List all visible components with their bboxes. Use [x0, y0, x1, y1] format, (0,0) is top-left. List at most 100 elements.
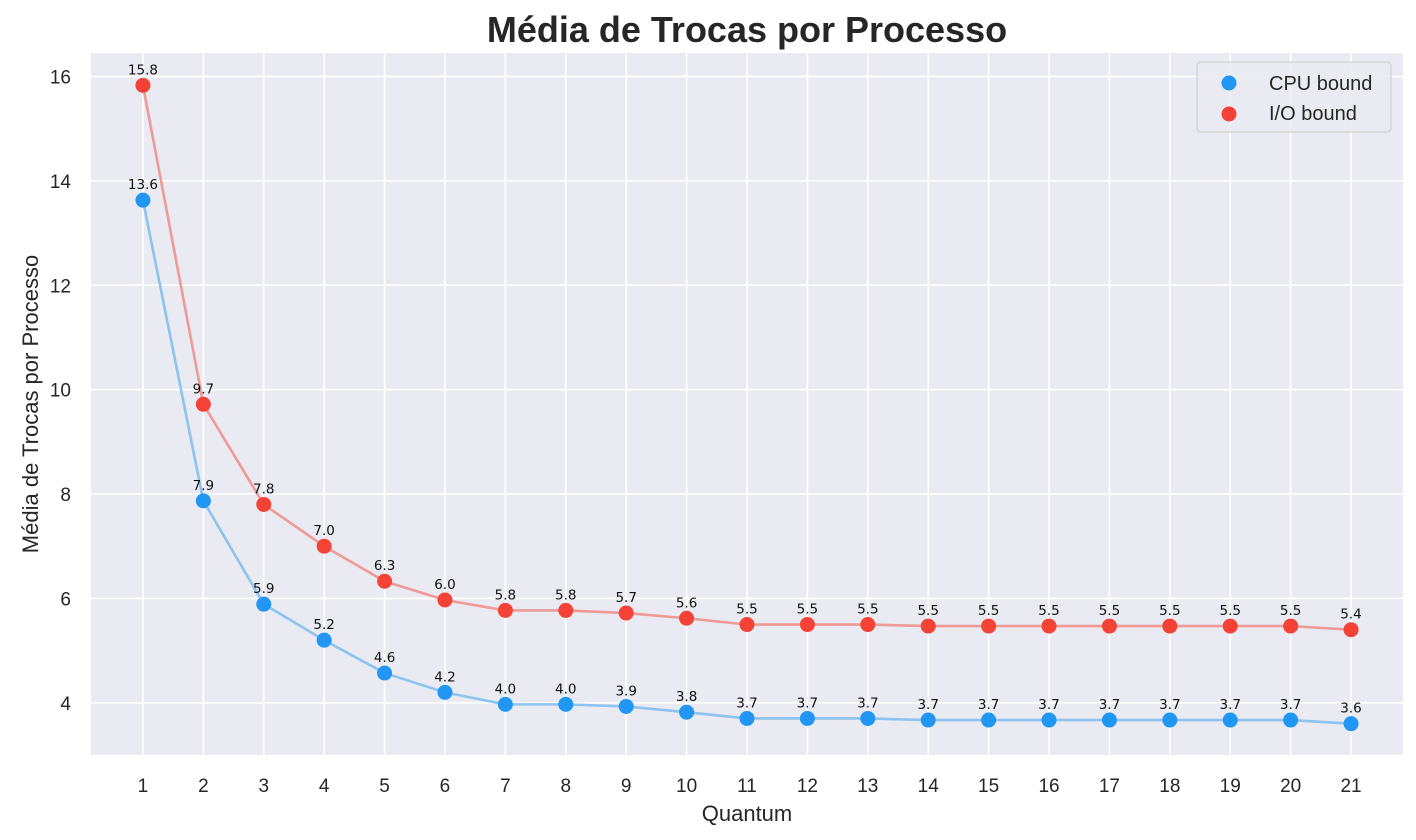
y-tick-label: 6 — [60, 589, 71, 610]
io-bound-point — [195, 396, 211, 412]
cpu-bound-value-label: 3.7 — [1159, 697, 1180, 713]
cpu-bound-value-label: 3.6 — [1340, 701, 1361, 717]
cpu-bound-point — [437, 684, 453, 700]
io-bound-point — [1222, 618, 1238, 634]
cpu-bound-value-label: 4.2 — [434, 669, 455, 685]
io-bound-value-label: 5.5 — [1099, 603, 1120, 619]
series-group — [135, 77, 1359, 732]
x-tick-label: 11 — [737, 776, 757, 797]
legend: CPU bound I/O bound — [1196, 61, 1392, 133]
cpu-bound-value-label: 3.9 — [615, 683, 636, 699]
x-tick-label: 2 — [198, 776, 209, 797]
cpu-bound-point — [860, 710, 876, 726]
legend-marker-io — [1221, 106, 1237, 122]
data-labels: 13.6 7.9 5.9 5.2 4.6 4.2 4.0 4.0 3.9 3.8 3.7 3.7 3.7… — [128, 62, 1362, 716]
y-tick-label: 8 — [60, 485, 71, 506]
io-bound-point — [377, 573, 393, 589]
io-bound-value-label: 7.0 — [313, 523, 334, 539]
x-tick-label: 6 — [440, 776, 451, 797]
legend-marker-cpu — [1221, 75, 1237, 91]
cpu-bound-point — [558, 696, 574, 712]
io-bound-value-label: 5.4 — [1340, 607, 1361, 623]
io-bound-value-label: 5.5 — [1038, 603, 1059, 619]
io-bound-point — [558, 602, 574, 618]
y-tick-label: 14 — [50, 172, 72, 193]
io-bound-value-label: 5.5 — [736, 602, 757, 618]
x-tick-label: 10 — [676, 776, 697, 797]
cpu-bound-point — [1041, 712, 1057, 728]
cpu-bound-point — [195, 493, 211, 509]
cpu-bound-point — [799, 710, 815, 726]
io-bound-point — [1041, 618, 1057, 634]
io-bound-value-label: 5.5 — [797, 602, 818, 618]
y-tick-label: 12 — [50, 276, 71, 297]
io-bound-value-label: 9.7 — [193, 381, 214, 397]
cpu-bound-value-label: 5.9 — [253, 581, 274, 597]
x-tick-label: 17 — [1099, 776, 1120, 797]
io-bound-value-label: 5.5 — [857, 602, 878, 618]
io-bound-point — [920, 618, 936, 634]
io-bound-value-label: 6.3 — [374, 558, 395, 574]
cpu-bound-value-label: 13.6 — [128, 177, 158, 193]
x-tick-label: 4 — [319, 776, 330, 797]
x-tick-label: 1 — [138, 776, 149, 797]
y-tick-label: 10 — [50, 381, 71, 402]
cpu-bound-value-label: 3.7 — [978, 697, 999, 713]
cpu-bound-point — [981, 712, 997, 728]
cpu-bound-point — [316, 632, 332, 648]
io-bound-point — [981, 618, 997, 634]
cpu-bound-value-label: 3.7 — [857, 695, 878, 711]
io-bound-value-label: 15.8 — [128, 62, 158, 78]
io-bound-point — [799, 617, 815, 633]
x-tick-label: 12 — [797, 776, 818, 797]
y-axis-label: Média de Trocas por Processo — [18, 255, 43, 553]
cpu-bound-point — [256, 596, 272, 612]
io-bound-point — [316, 538, 332, 554]
tick-labels: 1 2 3 4 5 6 7 8 9 10 11 12 13 14 15 16 17 18 19 20 214681012… — [50, 67, 1362, 797]
cpu-bound-value-label: 4.0 — [555, 681, 576, 697]
cpu-bound-value-label: 4.6 — [374, 650, 395, 666]
io-bound-point — [679, 610, 695, 626]
io-bound-point — [497, 602, 513, 618]
cpu-bound-point — [1222, 712, 1238, 728]
io-bound-point — [135, 77, 151, 93]
io-bound-value-label: 5.5 — [1159, 603, 1180, 619]
cpu-bound-value-label: 3.8 — [676, 689, 697, 705]
x-tick-label: 19 — [1220, 776, 1241, 797]
io-bound-value-label: 5.5 — [978, 603, 999, 619]
cpu-bound-point — [618, 698, 634, 714]
io-bound-value-label: 5.8 — [495, 587, 516, 603]
y-tick-label: 4 — [60, 694, 71, 715]
x-tick-label: 9 — [621, 776, 632, 797]
x-tick-label: 13 — [857, 776, 878, 797]
x-tick-label: 16 — [1038, 776, 1059, 797]
cpu-bound-point — [920, 712, 936, 728]
cpu-bound-point — [1101, 712, 1117, 728]
x-tick-label: 21 — [1340, 776, 1361, 797]
legend-label-io: I/O bound — [1269, 103, 1357, 125]
cpu-bound-value-label: 4.0 — [495, 681, 516, 697]
io-bound-value-label: 5.5 — [1219, 603, 1240, 619]
io-bound-point — [1162, 618, 1178, 634]
cpu-bound-point — [135, 192, 151, 208]
io-bound-point — [618, 605, 634, 621]
cpu-bound-value-label: 3.7 — [736, 695, 757, 711]
cpu-bound-value-label: 3.7 — [917, 697, 938, 713]
cpu-bound-value-label: 3.7 — [797, 695, 818, 711]
cpu-bound-point — [1162, 712, 1178, 728]
x-tick-label: 8 — [560, 776, 571, 797]
chart-title: Média de Trocas por Processo — [487, 9, 1007, 50]
cpu-bound-point — [679, 704, 695, 720]
x-tick-label: 15 — [978, 776, 999, 797]
io-bound-point — [437, 592, 453, 608]
cpu-bound-point — [1283, 712, 1299, 728]
x-tick-label: 7 — [500, 776, 511, 797]
io-bound-value-label: 7.8 — [253, 481, 274, 497]
legend-label-cpu: CPU bound — [1269, 73, 1372, 95]
io-bound-value-label: 5.6 — [676, 595, 697, 611]
cpu-bound-value-label: 3.7 — [1219, 697, 1240, 713]
io-bound-value-label: 5.7 — [615, 590, 636, 606]
io-bound-point — [256, 496, 272, 512]
x-tick-label: 5 — [379, 776, 390, 797]
cpu-bound-point — [739, 710, 755, 726]
